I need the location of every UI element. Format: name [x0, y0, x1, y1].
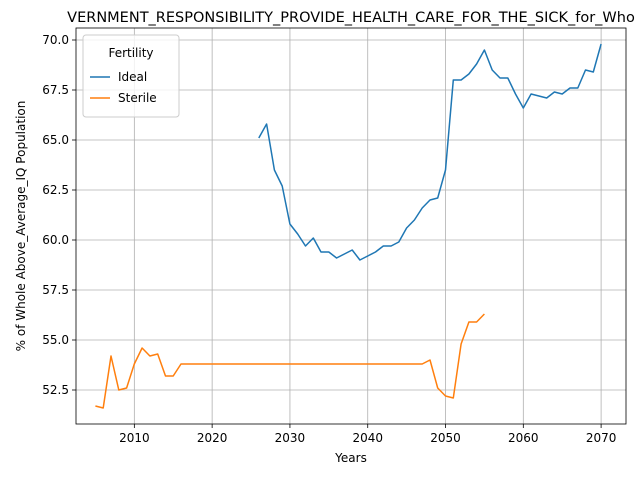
y-tick-label: 67.5 [42, 83, 69, 97]
x-axis-label: Years [334, 451, 367, 465]
y-tick-label: 57.5 [42, 283, 69, 297]
legend-title: Fertility [108, 46, 153, 60]
grid [76, 28, 626, 424]
y-tick-label: 70.0 [42, 33, 69, 47]
x-tick-label: 2010 [119, 431, 150, 445]
x-axis-ticks: 2010 2020 2030 2040 2050 2060 2070 [119, 424, 616, 445]
series-line-ideal [258, 43, 602, 261]
y-tick-label: 52.5 [42, 383, 69, 397]
legend: Fertility Ideal Sterile [82, 34, 180, 118]
y-tick-label: 62.5 [42, 183, 69, 197]
y-tick-label: 55.0 [42, 333, 69, 347]
x-tick-label: 2040 [352, 431, 383, 445]
plot-frame [75, 27, 627, 425]
series-line-sterile [95, 313, 485, 409]
y-tick-label: 65.0 [42, 133, 69, 147]
x-tick-label: 2050 [430, 431, 461, 445]
x-tick-label: 2020 [197, 431, 228, 445]
legend-label-sterile: Sterile [118, 91, 157, 105]
legend-box [82, 34, 180, 118]
x-tick-label: 2070 [586, 431, 617, 445]
y-tick-label: 60.0 [42, 233, 69, 247]
y-axis-label: % of Whole Above_Average_IQ Population [14, 101, 28, 352]
series-lines [95, 43, 602, 409]
chart-title: VERNMENT_RESPONSIBILITY_PROVIDE_HEALTH_C… [67, 10, 635, 26]
x-tick-label: 2060 [508, 431, 539, 445]
x-tick-label: 2030 [275, 431, 306, 445]
legend-label-ideal: Ideal [118, 70, 147, 84]
y-axis-ticks: 52.5 55.0 57.5 60.0 62.5 65.0 67.5 70.0 [42, 33, 76, 397]
